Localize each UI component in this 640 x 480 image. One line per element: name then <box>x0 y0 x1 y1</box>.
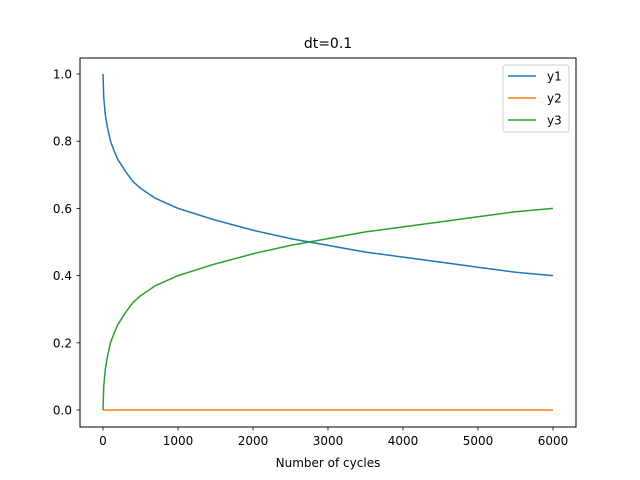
x-tick-label: 3000 <box>313 434 344 448</box>
y-tick-label: 0.8 <box>53 135 72 149</box>
y-tick-label: 0.4 <box>53 269 72 283</box>
x-tick-label: 2000 <box>238 434 269 448</box>
y-tick-label: 0.6 <box>53 202 72 216</box>
x-tick-label: 0 <box>99 434 107 448</box>
y-tick-label: 0.0 <box>53 404 72 418</box>
y-tick-label: 0.2 <box>53 336 72 350</box>
x-tick-label: 1000 <box>163 434 194 448</box>
plot-area <box>102 73 554 411</box>
x-tick-label: 5000 <box>463 434 494 448</box>
legend-label-y2: y2 <box>547 92 562 106</box>
x-tick-label: 4000 <box>388 434 419 448</box>
x-tick-label: 6000 <box>538 434 569 448</box>
legend-label-y3: y3 <box>547 114 562 128</box>
chart-title: dt=0.1 <box>304 36 352 52</box>
series-line-y3 <box>102 207 554 411</box>
legend: y1 y2 y3 <box>502 64 570 133</box>
x-axis: 0 1000 2000 3000 4000 5000 6000 <box>99 427 568 448</box>
y-axis: 0.0 0.2 0.4 0.6 0.8 1.0 <box>53 68 80 418</box>
legend-label-y1: y1 <box>547 70 562 84</box>
y-tick-label: 1.0 <box>53 68 72 82</box>
series-line-y1 <box>102 73 554 277</box>
x-axis-label: Number of cycles <box>276 456 381 470</box>
